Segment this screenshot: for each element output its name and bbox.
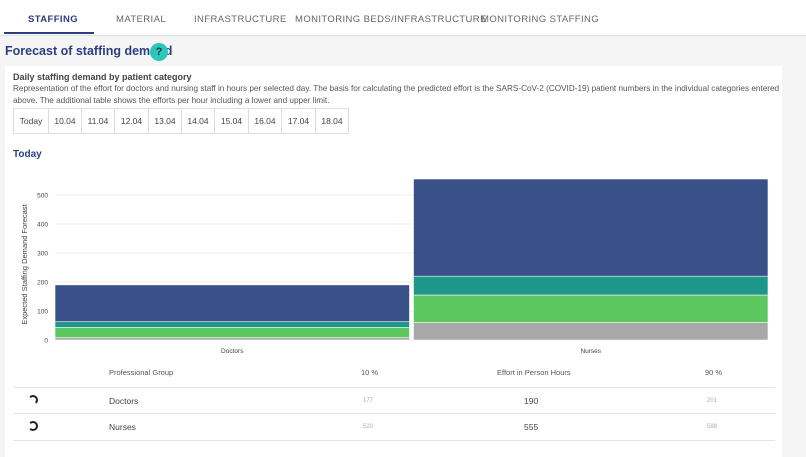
help-icon[interactable]: ? [150,43,168,61]
table-cell-p10: 520 [363,424,374,430]
tab-infrastructure[interactable]: INFRASTRUCTURE [194,14,287,25]
bar-segment [54,321,410,328]
table-cell-effort: 190 [524,396,539,406]
bar-segment [413,294,769,323]
table-cell-p90: 588 [707,424,718,430]
day-tab[interactable]: 16.04 [249,109,282,133]
tab-monitoring-beds-infrastructure[interactable]: MONITORING BEDS/INFRASTRUCTURE [295,14,487,25]
day-tab-today[interactable]: Today [14,109,49,133]
tab-bar: STAFFING MATERIAL INFRASTRUCTURE MONITOR… [0,0,806,36]
chart-title: Today [13,149,42,160]
day-tab[interactable]: 10.04 [49,109,82,133]
day-tab[interactable]: 15.04 [215,109,249,133]
col-header-group: Professional Group [109,368,174,377]
day-tab[interactable]: 12.04 [115,109,149,133]
day-tab[interactable]: 13.04 [149,109,182,133]
section-title: Forecast of staffing demand [5,44,173,58]
tab-material[interactable]: MATERIAL [116,14,167,25]
y-tick-label: 200 [37,279,48,286]
tab-staffing[interactable]: STAFFING [28,14,78,25]
bar-segment [413,178,769,277]
table-cell-group: Nurses [109,422,136,432]
bar-segment [54,337,410,341]
y-tick-label: 500 [37,192,48,199]
bar-segment [54,327,410,338]
day-tab[interactable]: 18.04 [321,116,343,126]
staffing-chart: 0 100 200 300 400 500 Expected Staffing Demand… [20,178,769,355]
tab-monitoring-staffing[interactable]: MONITORING STAFFING [481,14,600,25]
row-divider [13,440,775,441]
loading-spinner-icon [28,395,38,405]
loading-spinner-icon [28,421,38,431]
row-divider [13,387,775,388]
table-cell-group: Doctors [109,396,139,406]
active-tab-indicator [4,32,94,34]
x-tick-label: Doctors [221,348,244,355]
day-tab[interactable]: 17.04 [282,109,316,133]
y-tick-label: 0 [44,338,48,345]
bar-segment [413,322,769,341]
table-cell-effort: 555 [524,422,539,432]
col-header-effort: Effort in Person Hours [497,368,571,377]
bar-segment [54,284,410,323]
bar-segment [413,275,769,296]
day-tab[interactable]: 11.04 [82,109,115,133]
y-tick-label: 400 [37,221,48,228]
x-tick-label: Nurses [580,348,601,355]
y-tick-label: 100 [37,308,48,315]
row-divider [13,413,775,414]
y-axis-label: Expected Staffing Demand Forecast [20,203,29,324]
col-header-p10: 10 % [361,368,379,377]
table-cell-p10: 177 [363,398,374,404]
day-tab[interactable]: 14.04 [182,109,215,133]
y-tick-label: 300 [37,250,48,257]
table-cell-p90: 201 [707,398,718,404]
panel-description: Representation of the effort for doctors… [13,84,780,105]
day-selector: Today 10.04 11.04 12.04 13.04 14.04 15.0… [13,108,349,134]
col-header-p90: 90 % [705,368,723,377]
panel-heading: Daily staffing demand by patient categor… [13,72,192,82]
